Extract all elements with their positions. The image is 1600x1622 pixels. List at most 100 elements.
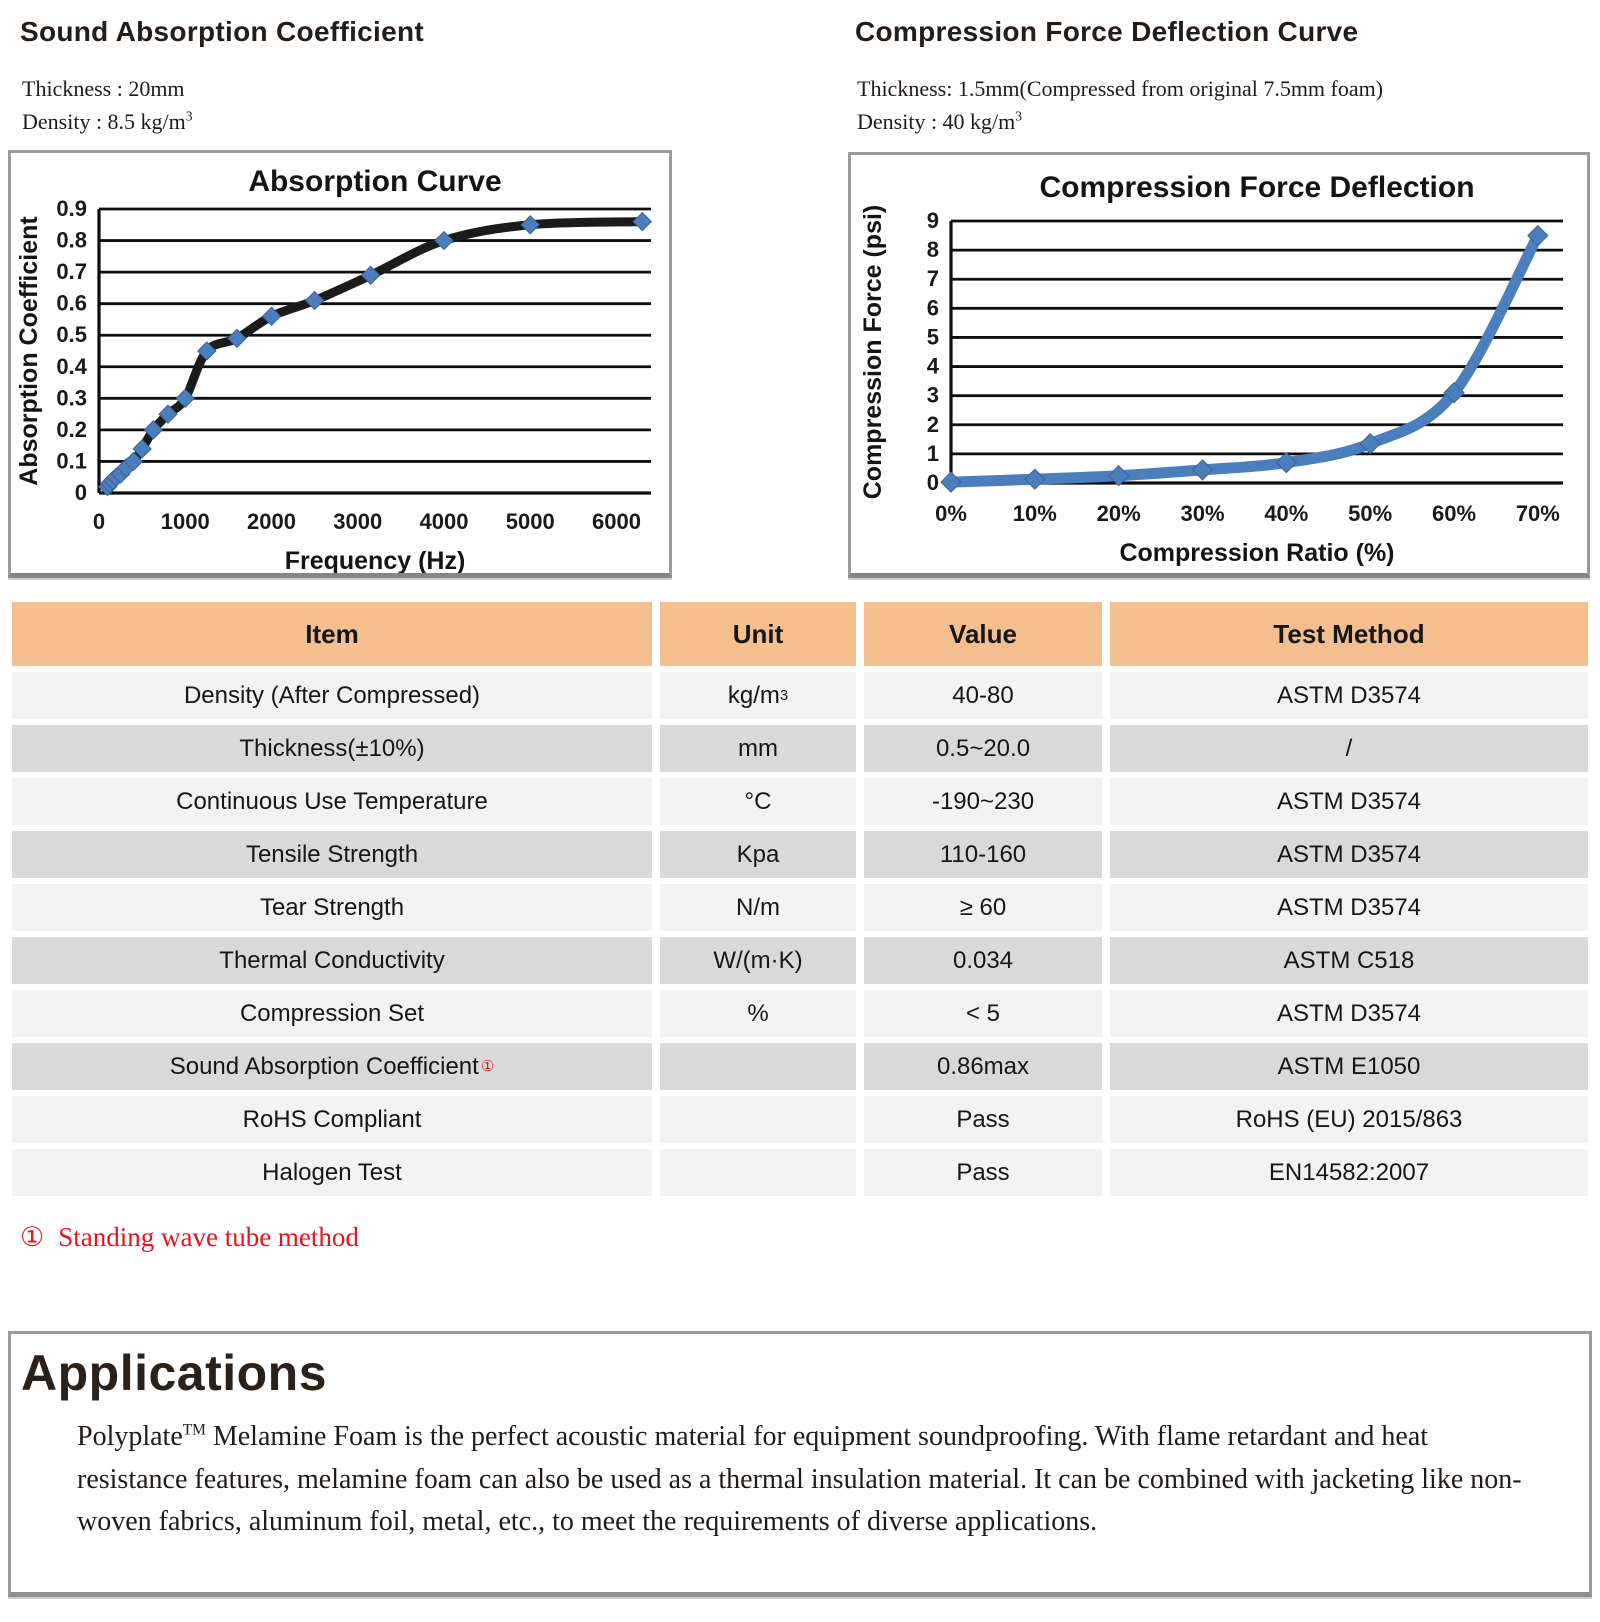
compression-chart-box: 0 1 2 3 4 5 6 7 8 9 0% 10% 20% 30% 40% 50% 60% 70% Compres…: [848, 152, 1590, 578]
svg-text:Absorption Curve: Absorption Curve: [248, 165, 501, 198]
svg-text:0.3: 0.3: [56, 385, 87, 410]
right-density-text: Density : 40 kg/m3: [857, 108, 1023, 134]
svg-text:4000: 4000: [420, 509, 469, 534]
spec-cell-item: Density (After Compressed): [12, 672, 652, 719]
svg-text:60%: 60%: [1432, 501, 1476, 526]
spec-table: Item Unit Value Test Method Density (After C…: [12, 602, 1588, 1196]
spec-cell-item: Tear Strength: [12, 884, 652, 931]
footnote-text: Standing wave tube method: [58, 1222, 359, 1252]
svg-text:2: 2: [927, 412, 939, 437]
spec-cell-unit: W/(m·K): [660, 937, 856, 984]
svg-text:0.5: 0.5: [56, 322, 87, 347]
svg-text:Compression Force (psi): Compression Force (psi): [859, 205, 887, 500]
spec-column-header: Test Method: [1110, 602, 1588, 666]
svg-text:0.9: 0.9: [56, 196, 87, 221]
svg-text:1: 1: [927, 441, 939, 466]
spec-cell-value: 0.5~20.0: [864, 725, 1102, 772]
absorption-chart-box: 0 0.1 0.2 0.3 0.4 0.5 0.6 0.7 0.8 0.9 0 1000 2000 300…: [8, 150, 672, 578]
spec-cell-value: 40-80: [864, 672, 1102, 719]
spec-cell-method: ASTM D3574: [1110, 778, 1588, 825]
svg-text:0.1: 0.1: [56, 448, 87, 473]
svg-text:5000: 5000: [506, 509, 555, 534]
spec-cell-item: Tensile Strength: [12, 831, 652, 878]
applications-paragraph: PolyplateTM Melamine Foam is the perfect…: [77, 1421, 1522, 1538]
spec-cell-value: 110-160: [864, 831, 1102, 878]
svg-text:0: 0: [927, 470, 939, 495]
spec-cell-method: ASTM E1050: [1110, 1043, 1588, 1090]
svg-text:50%: 50%: [1348, 501, 1392, 526]
absorption-curve-chart: 0 0.1 0.2 0.3 0.4 0.5 0.6 0.7 0.8 0.9 0 1000 2000 300…: [15, 165, 653, 573]
right-thickness-text: Thickness: 1.5mm(Compressed from origina…: [857, 76, 1384, 101]
svg-text:0: 0: [75, 480, 87, 505]
spec-cell-unit: [660, 1149, 856, 1196]
left-thickness-text: Thickness : 20mm: [22, 76, 185, 101]
spec-cell-method: RoHS (EU) 2015/863: [1110, 1096, 1588, 1143]
spec-cell-value: 0.034: [864, 937, 1102, 984]
svg-text:Compression Force Deflection: Compression Force Deflection: [1039, 171, 1474, 204]
spec-cell-item: Compression Set: [12, 990, 652, 1037]
spec-cell-item: Sound Absorption Coefficient ①: [12, 1043, 652, 1090]
svg-text:7: 7: [927, 266, 939, 291]
svg-text:10%: 10%: [1013, 501, 1057, 526]
spec-cell-item: Thermal Conductivity: [12, 937, 652, 984]
svg-text:0.6: 0.6: [56, 291, 87, 316]
spec-cell-value: 0.86max: [864, 1043, 1102, 1090]
svg-text:6: 6: [927, 295, 939, 320]
spec-cell-item: Thickness(±10%): [12, 725, 652, 772]
spec-cell-value: Pass: [864, 1149, 1102, 1196]
spec-cell-value: -190~230: [864, 778, 1102, 825]
applications-box: Applications PolyplateTM Melamine Foam i…: [8, 1331, 1592, 1597]
svg-text:30%: 30%: [1180, 501, 1224, 526]
spec-cell-unit: mm: [660, 725, 856, 772]
svg-text:70%: 70%: [1516, 501, 1560, 526]
spec-cell-method: /: [1110, 725, 1588, 772]
spec-cell-unit: N/m: [660, 884, 856, 931]
svg-text:20%: 20%: [1097, 501, 1141, 526]
spec-cell-method: ASTM D3574: [1110, 990, 1588, 1037]
svg-text:2000: 2000: [247, 509, 296, 534]
spec-cell-value: Pass: [864, 1096, 1102, 1143]
spec-column-header: Item: [12, 602, 652, 666]
left-density-text: Density : 8.5 kg/m3: [22, 108, 193, 134]
svg-text:6000: 6000: [592, 509, 641, 534]
right-section-subtitle: Thickness: 1.5mm(Compressed from origina…: [857, 72, 1383, 138]
svg-text:0%: 0%: [935, 501, 967, 526]
applications-title: Applications: [21, 1345, 328, 1401]
spec-cell-unit: [660, 1096, 856, 1143]
svg-text:0.2: 0.2: [56, 417, 87, 442]
spec-cell-unit: %: [660, 990, 856, 1037]
svg-text:5: 5: [927, 324, 939, 349]
spec-column-header: Value: [864, 602, 1102, 666]
svg-text:8: 8: [927, 237, 939, 262]
svg-text:3: 3: [927, 383, 939, 408]
spec-cell-unit: [660, 1043, 856, 1090]
footnote-marker: ①: [20, 1222, 45, 1252]
svg-text:0.8: 0.8: [56, 228, 87, 253]
svg-text:0.7: 0.7: [56, 259, 87, 284]
svg-text:Compression Ratio (%): Compression Ratio (%): [1119, 539, 1394, 567]
footnote: ① Standing wave tube method: [20, 1222, 359, 1253]
left-section-title: Sound Absorption Coefficient: [20, 16, 424, 47]
svg-text:0.4: 0.4: [56, 354, 87, 379]
svg-text:4: 4: [927, 354, 940, 379]
spec-cell-method: EN14582:2007: [1110, 1149, 1588, 1196]
spec-cell-unit: Kpa: [660, 831, 856, 878]
compression-force-deflection-chart: 0 1 2 3 4 5 6 7 8 9 0% 10% 20% 30% 40% 50% 60% 70% Compres…: [859, 171, 1563, 567]
svg-text:1000: 1000: [161, 509, 210, 534]
spec-cell-item: Continuous Use Temperature: [12, 778, 652, 825]
svg-text:3000: 3000: [333, 509, 382, 534]
spec-cell-item: Halogen Test: [12, 1149, 652, 1196]
left-section-subtitle: Thickness : 20mm Density : 8.5 kg/m3: [22, 72, 193, 138]
spec-cell-method: ASTM D3574: [1110, 672, 1588, 719]
svg-text:0: 0: [93, 509, 105, 534]
spec-cell-value: ≥ 60: [864, 884, 1102, 931]
svg-text:9: 9: [927, 208, 939, 233]
spec-cell-unit: kg/m 3: [660, 672, 856, 719]
svg-text:Absorption Coefficient: Absorption Coefficient: [15, 216, 43, 486]
right-section-title: Compression Force Deflection Curve: [855, 16, 1359, 47]
svg-text:40%: 40%: [1264, 501, 1308, 526]
svg-text:Frequency (Hz): Frequency (Hz): [285, 547, 466, 573]
spec-column-header: Unit: [660, 602, 856, 666]
spec-cell-unit: °C: [660, 778, 856, 825]
